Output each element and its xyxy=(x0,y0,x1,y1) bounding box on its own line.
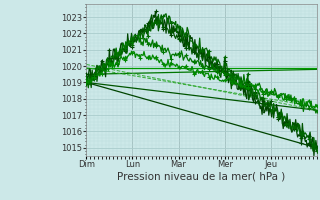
X-axis label: Pression niveau de la mer( hPa ): Pression niveau de la mer( hPa ) xyxy=(117,172,286,182)
